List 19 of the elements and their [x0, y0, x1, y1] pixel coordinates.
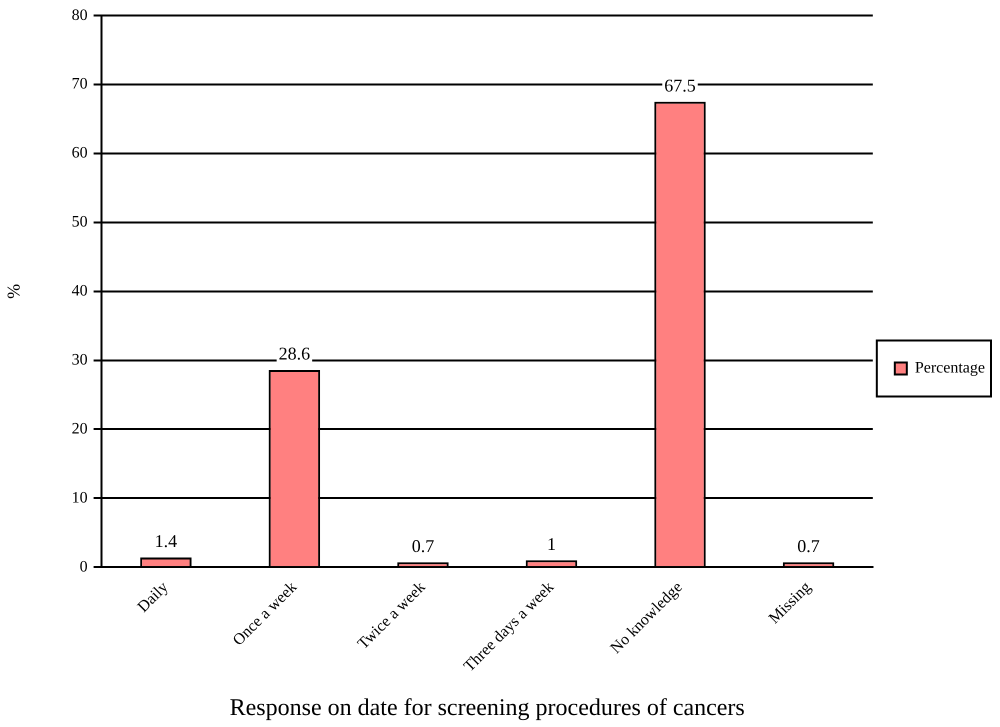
data-label: 28.6	[278, 344, 310, 364]
data-label: 0.7	[797, 536, 820, 556]
x-tick-label: Once a week	[230, 578, 300, 650]
y-axis-title: %	[4, 284, 24, 299]
y-tick-label: 30	[72, 352, 88, 369]
y-tick-label: 0	[80, 558, 88, 576]
y-tick-label: 60	[72, 144, 88, 162]
legend-label: Percentage	[914, 360, 986, 377]
data-label: 1	[546, 534, 556, 554]
y-tick-label: 70	[72, 76, 88, 93]
y-tick-label: 20	[72, 420, 88, 438]
data-label: 0.7	[412, 536, 434, 556]
data-label: 67.5	[664, 76, 696, 96]
y-tick-label: 40	[72, 282, 88, 300]
y-tick-label: 10	[72, 489, 88, 506]
x-axis-title: Response on date for screening procedures of cancers	[230, 694, 745, 721]
y-tick-label: 50	[72, 214, 88, 231]
y-tick-label: 80	[72, 6, 88, 24]
data-label: 1.4	[154, 531, 178, 552]
